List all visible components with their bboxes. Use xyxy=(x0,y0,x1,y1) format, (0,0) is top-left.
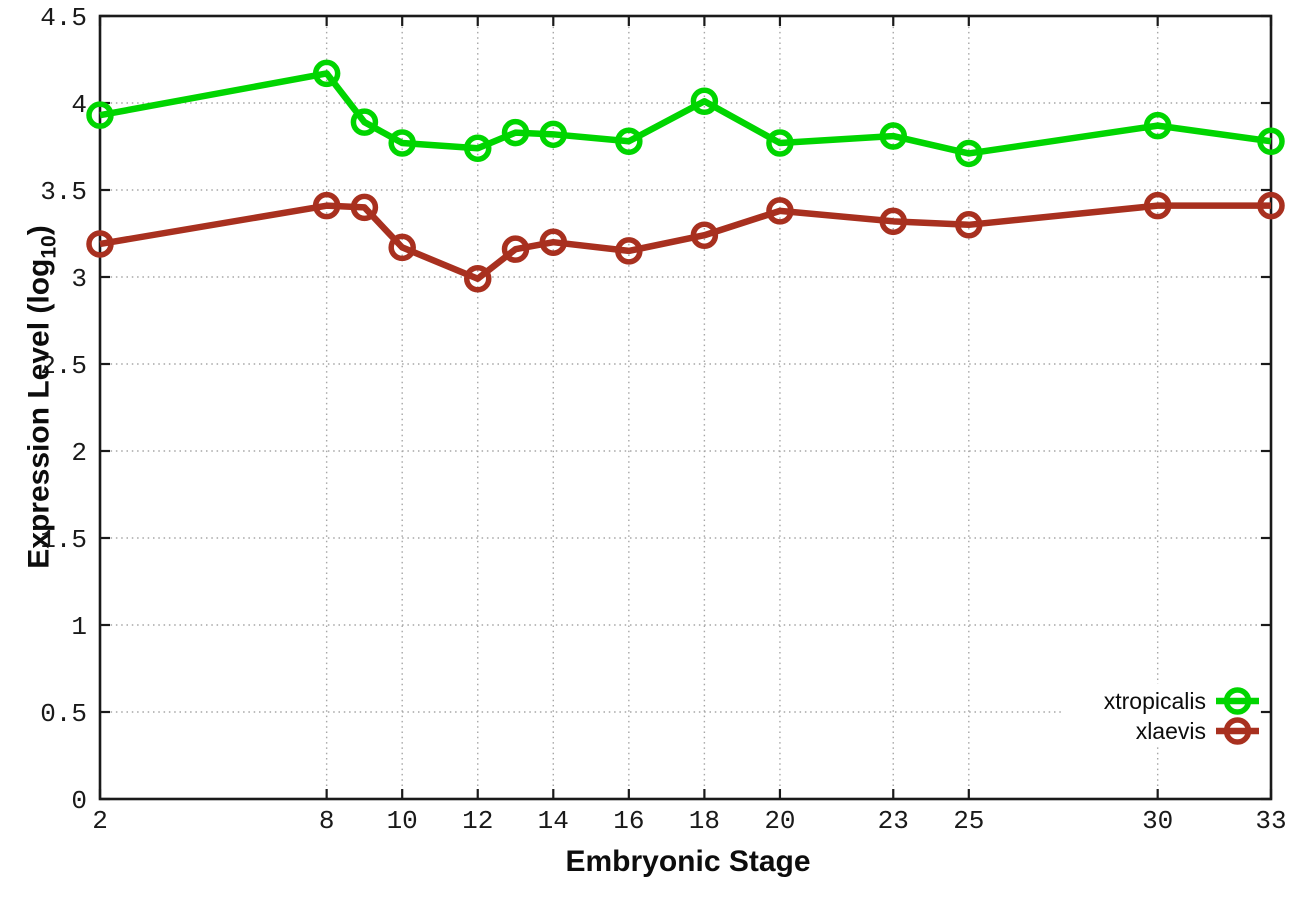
data-point-xlaevis xyxy=(1257,191,1285,220)
data-point-xtropicalis xyxy=(312,59,341,88)
data-point-xtropicalis xyxy=(879,122,908,150)
x-tick-label: 8 xyxy=(319,806,335,836)
data-point-xtropicalis xyxy=(501,118,530,147)
x-tick-label: 23 xyxy=(878,806,909,836)
data-point-xlaevis xyxy=(879,207,908,236)
data-point-xtropicalis xyxy=(1257,127,1285,156)
y-tick-label: 2.5 xyxy=(40,351,87,381)
data-point-xtropicalis xyxy=(955,139,983,168)
y-axis-title-subscript: 10 xyxy=(37,235,61,259)
series-line-xlaevis xyxy=(99,202,1271,282)
x-tick-label: 30 xyxy=(1142,806,1173,836)
data-point-xtropicalis xyxy=(690,87,719,116)
legend-label-xlaevis: xlaevis xyxy=(1136,718,1206,744)
legend-marker-xtropicalis xyxy=(1223,687,1252,715)
x-tick-label: 10 xyxy=(387,806,418,836)
data-point-xtropicalis xyxy=(539,120,568,149)
plot-border xyxy=(98,14,1273,801)
series-line-xtropicalis xyxy=(99,70,1272,157)
y-tick-label: 1 xyxy=(71,612,87,642)
y-axis-title-text: Expression Level (log xyxy=(22,258,56,569)
x-tick-label: 2 xyxy=(92,806,108,836)
x-tick-label: 25 xyxy=(953,806,984,836)
y-tick-label: 3 xyxy=(71,264,87,294)
data-point-xlaevis xyxy=(86,230,114,258)
y-tick-label: 3.5 xyxy=(40,177,87,207)
x-tick-label: 33 xyxy=(1255,806,1286,836)
data-point-xtropicalis xyxy=(463,134,492,162)
data-point-xlaevis xyxy=(1143,191,1172,220)
x-axis-title: Embryonic Stage xyxy=(565,845,811,878)
y-axis-title-close: ) xyxy=(22,225,56,236)
x-tick-label: 20 xyxy=(764,806,795,836)
data-point-xlaevis xyxy=(501,235,530,263)
data-point-xlaevis xyxy=(615,237,643,265)
y-tick-label: 0 xyxy=(71,786,87,816)
data-point-xlaevis xyxy=(955,211,983,239)
data-point-xtropicalis xyxy=(350,108,379,136)
y-tick-label: 0.5 xyxy=(40,699,87,729)
data-point-xtropicalis xyxy=(388,129,416,157)
y-axis-title: Expression Level (log10) xyxy=(23,225,62,568)
data-point-xlaevis xyxy=(766,197,794,225)
x-tick-label: 16 xyxy=(613,806,644,836)
y-tick-label: 4 xyxy=(71,90,87,120)
data-point-xlaevis xyxy=(539,228,568,256)
data-point-xtropicalis xyxy=(86,101,114,129)
data-point-xtropicalis xyxy=(766,129,794,157)
data-point-xlaevis xyxy=(690,221,719,249)
x-tick-label: 18 xyxy=(689,806,720,836)
legend-label-xtropicalis: xtropicalis xyxy=(1104,688,1206,714)
data-point-xtropicalis xyxy=(615,127,643,156)
x-tick-label: 14 xyxy=(538,806,569,836)
legend-marker-xlaevis xyxy=(1223,717,1252,745)
y-tick-label: 2 xyxy=(71,438,87,468)
data-point-xtropicalis xyxy=(1143,111,1172,140)
x-tick-label: 12 xyxy=(462,806,493,836)
data-point-xlaevis xyxy=(312,191,341,220)
data-point-xlaevis xyxy=(388,233,416,262)
y-tick-label: 1.5 xyxy=(40,525,87,555)
data-point-xlaevis xyxy=(350,193,379,222)
y-tick-label: 4.5 xyxy=(40,3,87,33)
data-point-xlaevis xyxy=(463,264,492,293)
